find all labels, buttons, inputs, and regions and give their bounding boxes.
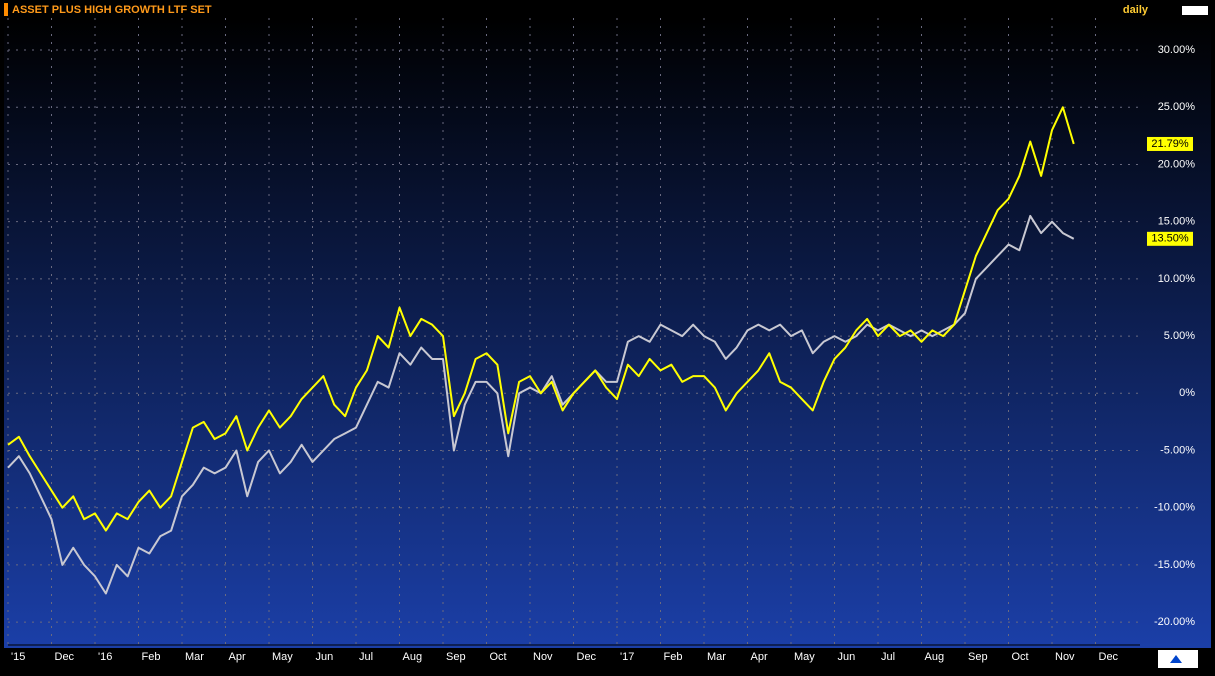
y-tick-label: -10.00%: [1154, 502, 1195, 514]
window-button[interactable]: [1182, 6, 1208, 15]
x-tick-label: Mar: [707, 651, 726, 663]
y-tick-label: 30.00%: [1158, 44, 1196, 56]
y-tick-label: 0%: [1179, 387, 1195, 399]
y-tick-label: 15.00%: [1158, 216, 1196, 228]
x-tick-label: Jun: [316, 651, 334, 663]
x-tick-label: '15: [11, 651, 25, 663]
x-tick-label: Dec: [577, 651, 597, 663]
x-tick-label: Dec: [1099, 651, 1119, 663]
x-tick-label: Aug: [403, 651, 423, 663]
x-tick-label: Apr: [751, 651, 768, 663]
x-tick-label: Nov: [533, 651, 553, 663]
last-value-box: [1147, 136, 1193, 151]
y-tick-label: 20.00%: [1158, 158, 1196, 170]
y-tick-label: -20.00%: [1154, 616, 1195, 628]
x-tick-label: May: [272, 651, 293, 663]
x-tick-label: May: [794, 651, 815, 663]
y-tick-label: 5.00%: [1164, 330, 1195, 342]
x-tick-label: '17: [620, 651, 634, 663]
x-tick-label: Dec: [55, 651, 75, 663]
x-tick-label: Oct: [1012, 651, 1029, 663]
x-tick-label: Feb: [664, 651, 683, 663]
x-tick-label: Sep: [968, 651, 988, 663]
y-tick-label: 10.00%: [1158, 273, 1196, 285]
title-marker: [4, 3, 8, 16]
x-tick-label: Mar: [185, 651, 204, 663]
x-tick-label: Feb: [142, 651, 161, 663]
tool-icon: [1170, 655, 1182, 663]
x-tick-label: '16: [98, 651, 112, 663]
x-tick-label: Jun: [838, 651, 856, 663]
chart-title: ASSET PLUS HIGH GROWTH LTF SET: [12, 4, 212, 16]
x-tick-label: Sep: [446, 651, 466, 663]
x-tick-label: Apr: [229, 651, 246, 663]
plot-background: [4, 18, 1211, 648]
last-value-label: 21.79%: [1151, 138, 1189, 150]
series-line: [7, 106, 1075, 532]
x-tick-label: Jul: [359, 651, 373, 663]
y-tick-label: 25.00%: [1158, 101, 1196, 113]
y-tick-label: -5.00%: [1160, 444, 1195, 456]
x-tick-label: Nov: [1055, 651, 1075, 663]
x-tick-label: Oct: [490, 651, 507, 663]
x-tick-label: Aug: [925, 651, 945, 663]
last-value-label: 13.50%: [1151, 233, 1189, 245]
last-value-box: [1147, 231, 1193, 246]
frequency: daily: [1123, 4, 1149, 16]
y-tick-label: -15.00%: [1154, 559, 1195, 571]
x-tick-label: Jul: [881, 651, 895, 663]
